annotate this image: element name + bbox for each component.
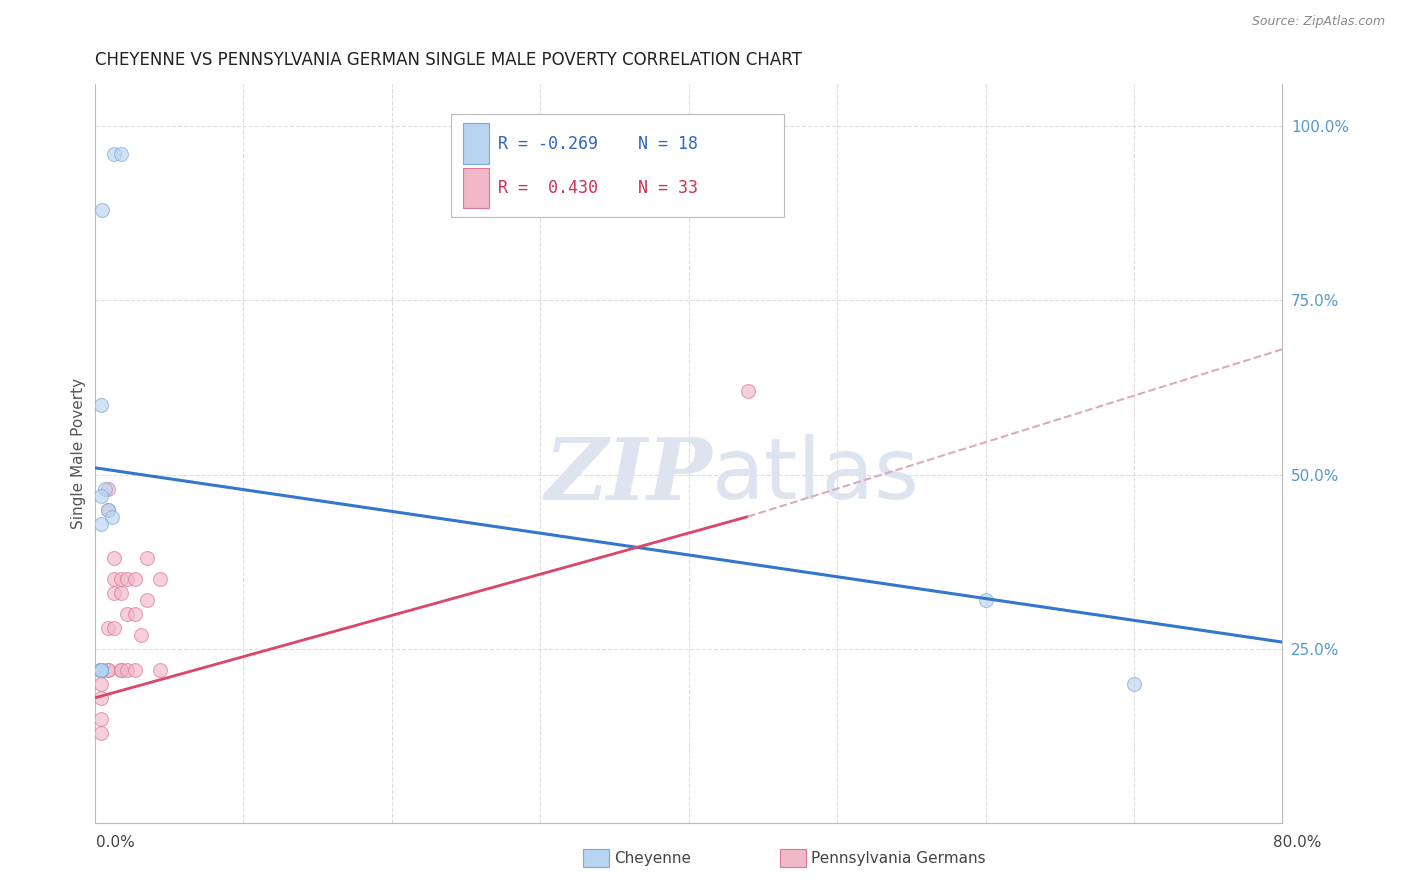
Point xyxy=(89,663,111,677)
Y-axis label: Single Male Poverty: Single Male Poverty xyxy=(72,378,86,529)
Point xyxy=(89,690,111,705)
Text: CHEYENNE VS PENNSYLVANIA GERMAN SINGLE MALE POVERTY CORRELATION CHART: CHEYENNE VS PENNSYLVANIA GERMAN SINGLE M… xyxy=(94,51,801,69)
Point xyxy=(103,621,125,635)
Point xyxy=(124,572,146,586)
Point xyxy=(1123,677,1146,691)
Point xyxy=(89,663,111,677)
Point xyxy=(89,663,111,677)
Point xyxy=(101,509,124,524)
Point xyxy=(124,607,146,622)
Point xyxy=(974,593,997,607)
Point xyxy=(110,663,132,677)
Point xyxy=(103,551,125,566)
Point xyxy=(89,663,111,677)
Bar xyxy=(463,168,489,209)
Text: atlas: atlas xyxy=(713,434,921,517)
Point xyxy=(124,663,146,677)
Bar xyxy=(463,123,489,164)
Point xyxy=(110,572,132,586)
Point xyxy=(89,516,111,531)
Point xyxy=(89,489,111,503)
Point xyxy=(97,502,120,516)
Text: 0.0%: 0.0% xyxy=(96,836,135,850)
Point xyxy=(110,586,132,600)
Point xyxy=(97,621,120,635)
Text: 80.0%: 80.0% xyxy=(1274,836,1322,850)
Point xyxy=(115,572,138,586)
Text: Pennsylvania Germans: Pennsylvania Germans xyxy=(811,851,986,865)
Point xyxy=(89,663,111,677)
Text: Cheyenne: Cheyenne xyxy=(614,851,692,865)
Point xyxy=(103,572,125,586)
Text: R =  0.430    N = 33: R = 0.430 N = 33 xyxy=(499,179,699,197)
Point xyxy=(149,572,172,586)
Point xyxy=(737,384,759,398)
Point xyxy=(135,593,157,607)
Point xyxy=(103,586,125,600)
Point xyxy=(89,663,111,677)
Point xyxy=(89,663,111,677)
Point xyxy=(110,147,132,161)
Point xyxy=(149,663,172,677)
Point xyxy=(89,726,111,740)
Point xyxy=(89,663,111,677)
Point xyxy=(135,551,157,566)
Point xyxy=(89,398,111,412)
Point xyxy=(89,663,111,677)
Text: R = -0.269    N = 18: R = -0.269 N = 18 xyxy=(499,135,699,153)
Point xyxy=(115,607,138,622)
Point xyxy=(110,663,132,677)
Point xyxy=(89,677,111,691)
Text: ZIP: ZIP xyxy=(544,434,713,517)
Point xyxy=(97,663,120,677)
Point xyxy=(97,502,120,516)
Point xyxy=(103,147,125,161)
Point xyxy=(94,482,117,496)
Point xyxy=(89,663,111,677)
FancyBboxPatch shape xyxy=(451,113,783,218)
Text: Source: ZipAtlas.com: Source: ZipAtlas.com xyxy=(1251,15,1385,28)
Point xyxy=(115,663,138,677)
Point xyxy=(91,202,114,217)
Point xyxy=(97,663,120,677)
Point xyxy=(89,712,111,726)
Point xyxy=(97,482,120,496)
Point xyxy=(129,628,152,642)
